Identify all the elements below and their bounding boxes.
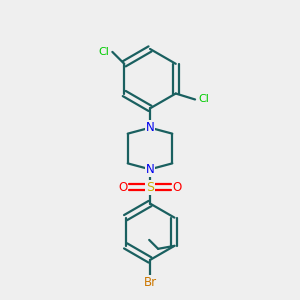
Text: O: O — [173, 181, 182, 194]
Text: O: O — [118, 181, 127, 194]
Text: Cl: Cl — [99, 47, 110, 57]
Text: S: S — [146, 181, 154, 194]
Text: Cl: Cl — [198, 94, 209, 104]
Text: Br: Br — [143, 276, 157, 290]
Text: N: N — [146, 163, 154, 176]
Text: N: N — [146, 121, 154, 134]
